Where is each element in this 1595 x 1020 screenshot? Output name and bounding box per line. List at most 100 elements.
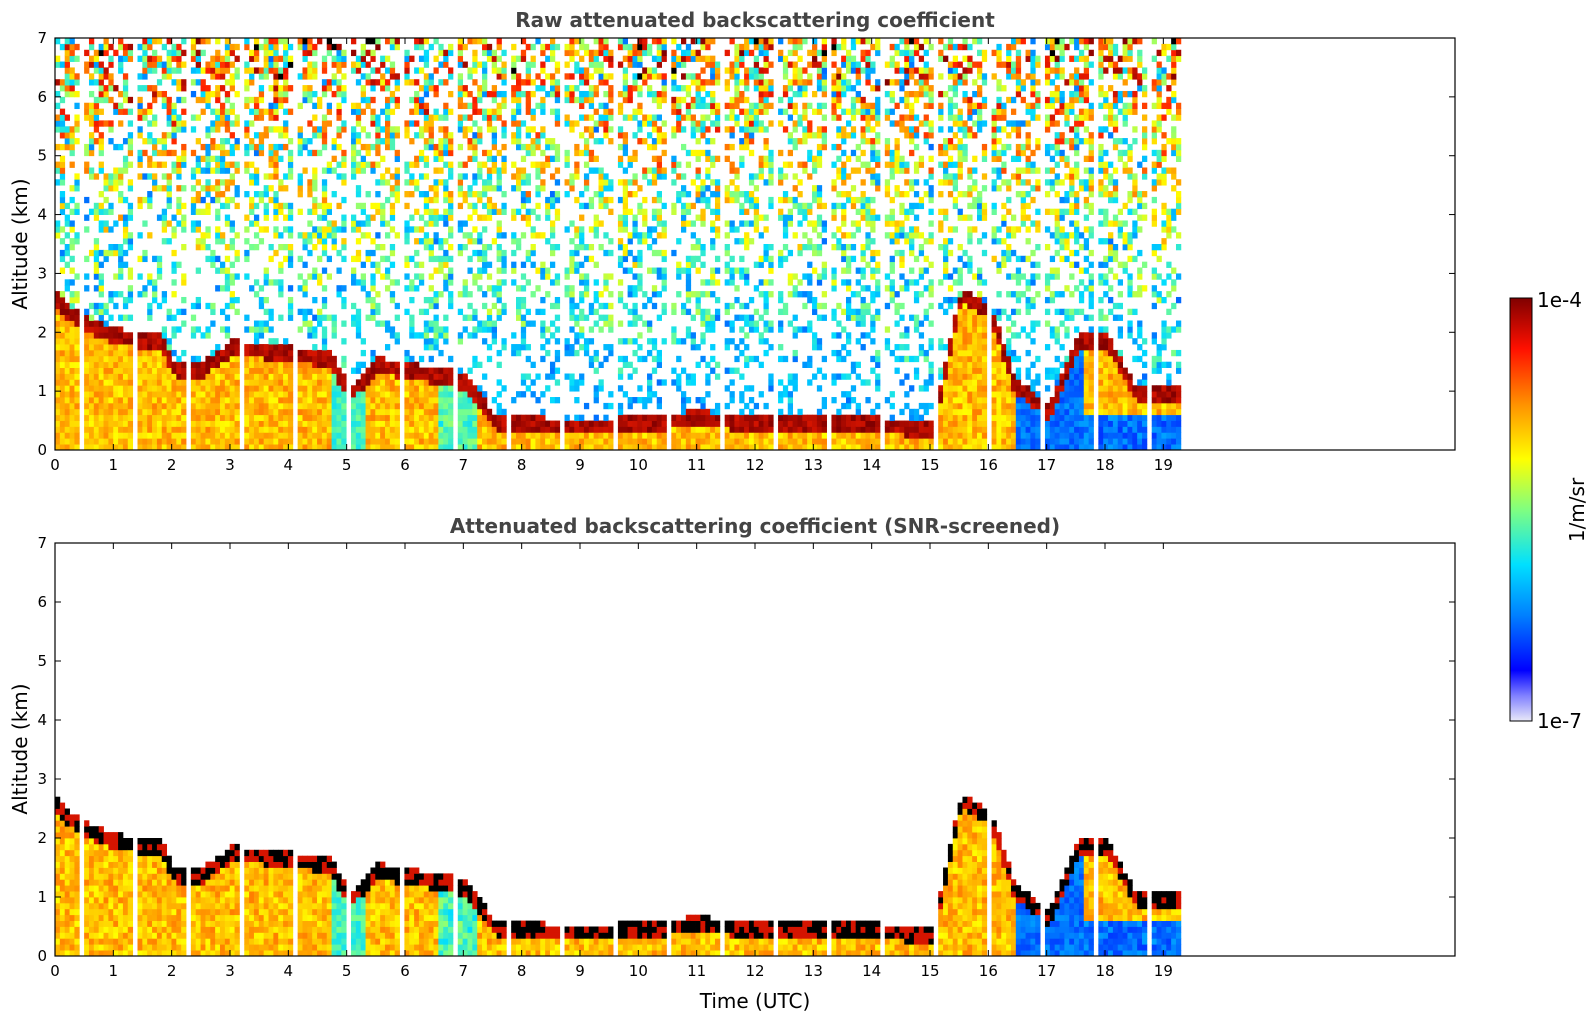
heatmap-cell [652,167,657,173]
heatmap-cell [327,356,332,362]
heatmap-cell [74,391,79,397]
heatmap-cell [259,285,264,291]
heatmap-cell [599,379,604,385]
heatmap-cell [215,373,220,379]
heatmap-cell [283,173,288,179]
heatmap-cell [336,391,341,397]
heatmap-cell [443,332,448,338]
heatmap-cell [225,409,230,415]
heatmap-cell [99,203,104,209]
heatmap-cell [113,438,118,444]
heatmap-cell [205,185,210,191]
heatmap-cell [99,132,104,138]
heatmap-cell [434,109,439,115]
heatmap-cell [550,421,555,427]
heatmap-cell [312,315,317,321]
heatmap-cell [569,85,574,91]
heatmap-cell [322,368,327,374]
heatmap-cell [356,115,361,121]
heatmap-cell [472,426,477,432]
heatmap-cell [70,321,75,327]
heatmap-cell [696,156,701,162]
heatmap-cell [336,85,341,91]
heatmap-cell [302,403,307,409]
heatmap-cell [322,326,327,332]
heatmap-cell [555,397,560,403]
heatmap-cell [205,209,210,215]
heatmap-cell [739,268,744,274]
heatmap-cell [589,421,594,427]
heatmap-cell [710,162,715,168]
heatmap-cell [715,409,720,415]
heatmap-cell [511,56,516,62]
heatmap-cell [618,44,623,50]
heatmap-cell [584,173,589,179]
heatmap-cell [104,432,109,438]
heatmap-cell [162,432,167,438]
heatmap-cell [395,415,400,421]
heatmap-cell [511,120,516,126]
heatmap-cell [220,138,225,144]
heatmap-cell [618,215,623,221]
heatmap-cell [366,50,371,56]
heatmap-cell [60,97,65,103]
heatmap-cell [60,303,65,309]
heatmap-cell [429,126,434,132]
heatmap-cell [472,315,477,321]
heatmap-cell [647,73,652,79]
heatmap-cell [361,432,366,438]
heatmap-cell [254,215,259,221]
heatmap-cell [497,315,502,321]
heatmap-cell [327,421,332,427]
heatmap-cell [298,38,303,44]
heatmap-cell [390,397,395,403]
heatmap-cell [341,438,346,444]
heatmap-cell [60,297,65,303]
heatmap-cell [414,103,419,109]
heatmap-cell [467,115,472,121]
heatmap-cell [404,397,409,403]
heatmap-cell [550,85,555,91]
heatmap-cell [196,426,201,432]
heatmap-cell [259,115,264,121]
heatmap-cell [307,250,312,256]
heatmap-cell [710,279,715,285]
heatmap-cell [201,385,206,391]
heatmap-cell [434,409,439,415]
heatmap-cell [235,397,240,403]
heatmap-cell [259,73,264,79]
heatmap-cell [487,209,492,215]
heatmap-cell [215,120,220,126]
heatmap-cell [434,426,439,432]
heatmap-cell [205,415,210,421]
heatmap-cell [662,432,667,438]
heatmap-cell [341,415,346,421]
heatmap-cell [487,432,492,438]
heatmap-cell [467,73,472,79]
heatmap-cell [307,332,312,338]
heatmap-cell [608,426,613,432]
heatmap-cell [540,103,545,109]
heatmap-cell [730,421,735,427]
heatmap-cell [477,409,482,415]
heatmap-cell [269,67,274,73]
heatmap-cell [317,421,322,427]
heatmap-cell [497,167,502,173]
heatmap-cell [55,403,60,409]
heatmap-cell [356,326,361,332]
heatmap-cell [501,144,506,150]
heatmap-cell [104,50,109,56]
heatmap-cell [312,226,317,232]
heatmap-cell [618,197,623,203]
heatmap-cell [603,50,608,56]
heatmap-cell [264,321,269,327]
heatmap-cell [235,338,240,344]
heatmap-cell [220,144,225,150]
heatmap-cell [84,273,89,279]
heatmap-cell [657,215,662,221]
heatmap-cell [434,179,439,185]
heatmap-cell [608,321,613,327]
heatmap-cell [705,415,710,421]
heatmap-cell [230,120,235,126]
heatmap-cell [113,403,118,409]
